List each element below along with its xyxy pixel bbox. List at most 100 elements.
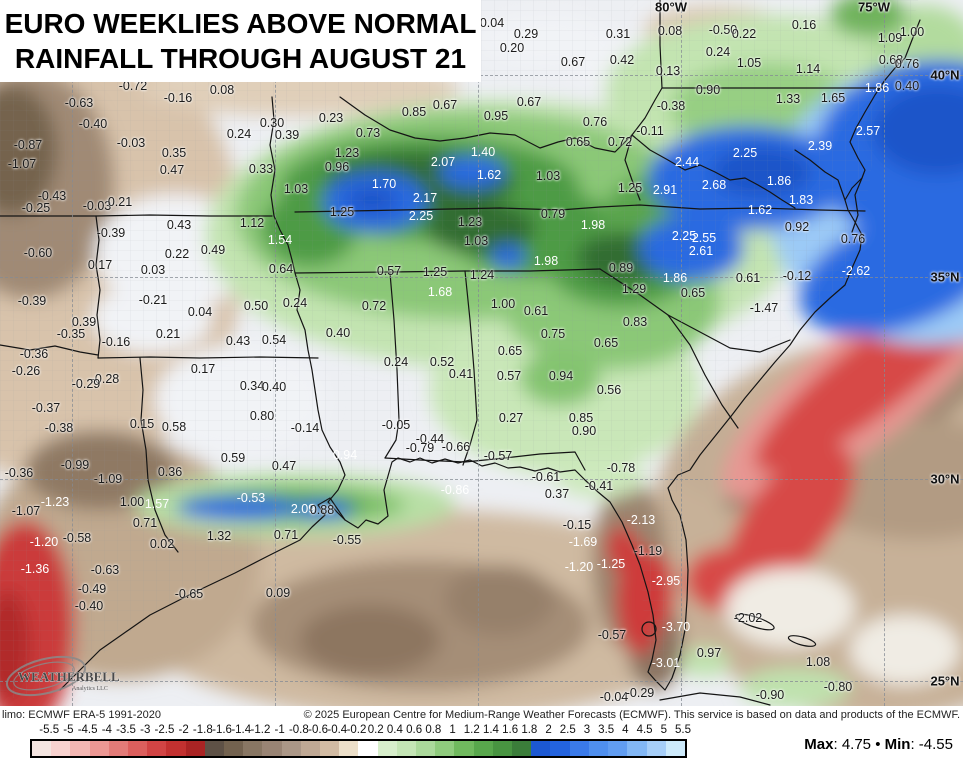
colorbar-tick: -0.4 (327, 724, 348, 736)
map-value-label: 1.12 (239, 215, 265, 230)
latitude-gridline (0, 75, 963, 76)
map-value-label: 0.34 (239, 378, 265, 393)
map-value-label: 1.54 (267, 232, 293, 247)
map-value-label: 1.86 (662, 270, 688, 285)
map-label-layer: -0.72 -0.63 -0.16 0.08 -0.40 -0.87 -1.07 -0.03 0… (5, 17, 924, 704)
map-value-label: -0.99 (60, 457, 90, 472)
map-value-label: 0.65 (680, 285, 706, 300)
map-value-label: 0.29 (513, 26, 539, 41)
map-value-label: -0.35 (56, 326, 86, 341)
map-value-label: 0.40 (894, 78, 920, 93)
map-value-label: 0.22 (164, 246, 190, 261)
map-value-label: -0.55 (332, 532, 362, 547)
longitude-label: 80°W (655, 0, 687, 15)
map-value-label: -0.38 (44, 420, 74, 435)
map-value-label: 1.03 (283, 181, 309, 196)
map-value-label: 0.85 (568, 410, 594, 425)
map-value-label: -0.36 (19, 346, 49, 361)
map-value-label: 0.64 (268, 261, 294, 276)
longitude-gridline (884, 0, 885, 706)
colorbar-segment (569, 741, 589, 756)
map-value-label: 0.22 (731, 26, 757, 41)
colorbar-tick: 5.5 (675, 724, 691, 736)
map-value-label: -2.62 (841, 263, 871, 278)
map-value-label: 0.39 (274, 127, 300, 142)
colorbar-segment (531, 741, 551, 756)
map-value-label: 1.98 (533, 253, 559, 268)
colorbar-tick: -3.5 (116, 724, 136, 736)
map-value-label: 0.89 (608, 260, 634, 275)
map-value-label: -0.57 (597, 627, 627, 642)
colorbar-tick: 3 (583, 724, 591, 736)
map-value-label: -0.40 (78, 116, 108, 131)
latitude-label: 30°N (930, 471, 960, 487)
attribution-bar: limo: ECMWF ERA-5 1991-2020 © 2025 Europ… (0, 706, 963, 725)
map-value-label: -0.11 (636, 123, 664, 138)
map-value-label: 0.61 (523, 303, 549, 318)
map-value-label: 0.04 (187, 304, 213, 319)
map-value-label: 0.15 (129, 416, 155, 431)
map-value-label: 0.67 (516, 94, 542, 109)
map-value-label: -0.26 (11, 363, 41, 378)
map-value-label: -0.16 (163, 90, 193, 105)
map-value-label: 1.14 (795, 61, 821, 76)
map-value-label: -1.07 (7, 156, 37, 171)
colorbar-segment (128, 741, 148, 756)
map-value-label: 0.17 (87, 257, 113, 272)
map-value-label: 2.61 (688, 243, 714, 258)
logo-subtext: Analytics LLC (72, 686, 108, 692)
map-value-label: 0.85 (401, 104, 427, 119)
map-value-label: 0.94 (332, 447, 358, 462)
map-value-label: -0.86 (440, 482, 470, 497)
map-value-label: -0.41 (584, 478, 614, 493)
map-value-label: -2.02 (733, 610, 763, 625)
colorbar-tick: -0.8 (288, 724, 309, 736)
colorbar-tick: 1 (449, 724, 456, 736)
map-value-label: 0.24 (705, 44, 731, 59)
map-value-label: 0.33 (248, 161, 274, 176)
colorbar-tick: 0.6 (406, 724, 423, 736)
map-value-label: 0.40 (325, 325, 351, 340)
map-value-label: 0.36 (157, 464, 183, 479)
map-value-label: -1.09 (93, 471, 123, 486)
colorbar-tick: -1.8 (192, 724, 213, 736)
colorbar-tick: -2 (178, 724, 189, 736)
colorbar-tick: -5 (63, 724, 74, 736)
county-lines-texture (0, 0, 918, 700)
colorbar-tick: 0.2 (367, 724, 384, 736)
max-min-readout: Max: 4.75 • Min: -4.55 (804, 736, 953, 753)
page-title-line1: EURO WEEKLIES ABOVE NORMAL (4, 8, 477, 39)
map-value-label: -0.38 (656, 98, 686, 113)
colorbar-tick: -2.5 (154, 724, 175, 736)
map-value-label: 0.95 (483, 108, 509, 123)
map-value-label: -0.90 (755, 687, 785, 702)
map-value-label: 1.57 (144, 496, 170, 511)
map-value-label: 1.00 (119, 494, 145, 509)
map-value-label: 1.03 (535, 168, 561, 183)
map-value-label: 1.25 (617, 180, 643, 195)
map-value-label: 0.13 (655, 63, 681, 78)
map-value-label: 0.23 (318, 110, 344, 125)
map-value-label: 0.54 (261, 332, 287, 347)
map-value-label: 1.33 (775, 91, 801, 106)
colorbar-tick: 5 (660, 724, 667, 736)
colorbar (30, 739, 687, 758)
map-value-label: 0.65 (497, 343, 523, 358)
colorbar-segment (358, 741, 378, 756)
map-value-label: 0.47 (159, 162, 185, 177)
map-value-label: 0.40 (261, 379, 287, 394)
map-value-label: 0.03 (140, 262, 166, 277)
map-value-label: 0.08 (657, 23, 683, 38)
longitude-gridline (478, 0, 479, 706)
min-label: Min (884, 736, 911, 753)
colorbar-tick: 1.2 (463, 724, 480, 736)
map-value-label: 0.56 (596, 382, 622, 397)
map-value-label: -1.20 (29, 534, 59, 549)
colorbar-tick: 3.5 (598, 724, 615, 736)
map-value-label: -0.53 (236, 490, 266, 505)
colorbar-segment (320, 741, 340, 756)
colorbar-segment (339, 741, 359, 756)
map-value-label: -0.04 (599, 689, 629, 704)
map-value-label: -0.58 (62, 530, 92, 545)
colorbar-tick: -0.6 (308, 724, 328, 736)
